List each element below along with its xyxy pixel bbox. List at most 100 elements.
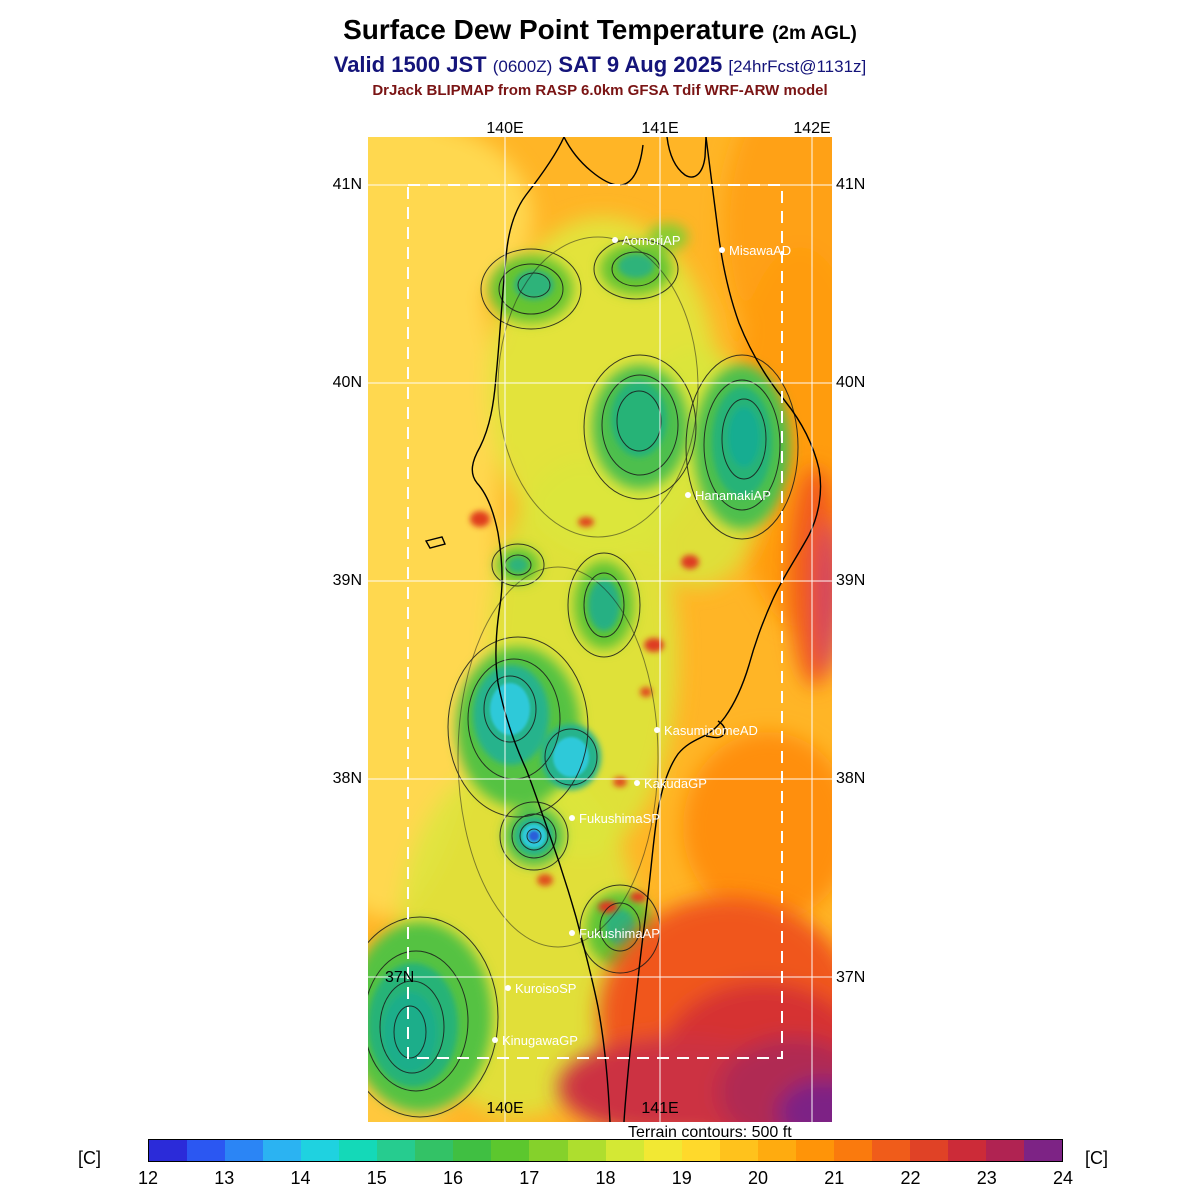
lat-label-left-37n: 37N [385, 969, 415, 986]
valid-date: SAT 9 Aug 2025 [558, 52, 723, 77]
station-label: MisawaAD [729, 243, 791, 258]
colorbar-tick: 24 [1052, 1168, 1074, 1188]
station-dot [719, 247, 725, 253]
colorbar-ticks: 12 13 14 15 16 17 18 19 20 21 22 23 24 [138, 1168, 1073, 1192]
dewpoint-map-svg: AomoriAP MisawaAD HanamakiAP KasuminomeA… [368, 137, 832, 1122]
header: Surface Dew Point Temperature (2m AGL) V… [0, 14, 1200, 99]
colorbar-segment [301, 1140, 340, 1161]
colorbar-tick: 22 [900, 1168, 921, 1188]
station-label: KuroisoSP [515, 981, 576, 996]
coastline [424, 137, 822, 1122]
station-label: KakudaGP [644, 776, 707, 791]
title-suffix: (2m AGL) [772, 23, 857, 44]
colorbar-tick: 12 [137, 1168, 159, 1188]
station-label: FukushimaAP [579, 926, 660, 941]
lon-label-bottom-140e: 140E [486, 1100, 524, 1117]
field-teal-cores [368, 254, 772, 1087]
station-fukushimaap: FukushimaAP [569, 926, 660, 941]
valid-zulu: (0600Z) [492, 57, 553, 76]
station-fukushimasp: FukushimaSP [569, 811, 660, 826]
colorbar-segment [1024, 1140, 1063, 1161]
colorbar-segment [339, 1140, 378, 1161]
station-kakudagp: KakudaGP [634, 776, 707, 791]
station-dot [634, 780, 640, 786]
lat-label-left-40n: 40N [332, 374, 362, 391]
lon-label-bottom-141e: 141E [641, 1100, 679, 1117]
valid-line: Valid 1500 JST (0600Z) SAT 9 Aug 2025 [2… [0, 52, 1200, 78]
colorbar-segment [871, 1140, 910, 1161]
valid-prefix: Valid 1500 JST [333, 52, 487, 77]
field-cyan-cores [490, 683, 589, 848]
lon-label-top-142e: 142E [793, 120, 831, 137]
colorbar-segment [986, 1140, 1025, 1161]
colorbar-tick: 19 [671, 1168, 692, 1188]
colorbar-segment [187, 1140, 226, 1161]
colorbar-segment [263, 1140, 302, 1161]
station-markers: AomoriAP MisawaAD HanamakiAP KasuminomeA… [492, 233, 791, 1048]
lon-label-top-141e: 141E [641, 120, 679, 137]
colorbar-segment [681, 1140, 720, 1161]
colorbar-tick: 21 [824, 1168, 845, 1188]
colorbar-segments [148, 1139, 1063, 1162]
colorbar-segment [491, 1140, 530, 1161]
station-dot [569, 930, 575, 936]
colorbar-segment [567, 1140, 606, 1161]
colorbar-segment [225, 1140, 264, 1161]
colorbar-segment [453, 1140, 492, 1161]
colorbar-tick: 13 [214, 1168, 235, 1188]
lat-label-right-38n: 38N [836, 770, 866, 787]
lon-label-top-140e: 140E [486, 120, 524, 137]
colorbar-segment [795, 1140, 834, 1161]
model-line: DrJack BLIPMAP from RASP 6.0km GFSA Tdif… [372, 82, 828, 99]
colorbar-segment [757, 1140, 796, 1161]
valid-fcst: [24hrFcst@1131z] [728, 57, 867, 76]
colorbar-tick: 18 [595, 1168, 616, 1188]
station-label: HanamakiAP [695, 488, 771, 503]
title-text: Surface Dew Point Temperature [343, 14, 765, 45]
station-dot [612, 237, 618, 243]
page-title: Surface Dew Point Temperature (2m AGL) [0, 14, 1200, 46]
station-kuroisosp: KuroisoSP [505, 981, 576, 996]
colorbar-segment [377, 1140, 416, 1161]
lat-label-right-37n: 37N [836, 969, 866, 986]
lat-label-right-41n: 41N [836, 176, 866, 193]
colorbar-segment [909, 1140, 948, 1161]
colorbar-tick: 16 [442, 1168, 463, 1188]
colorbar-tick: 14 [290, 1168, 311, 1188]
colorbar-segment [833, 1140, 872, 1161]
colorbar-segment [947, 1140, 987, 1161]
station-label: KasuminomeAD [664, 723, 758, 738]
lat-label-left-38n: 38N [332, 770, 362, 787]
station-aomoriap: AomoriAP [612, 233, 681, 248]
colorbar-segment [643, 1140, 682, 1161]
colorbar-tick: 20 [747, 1168, 768, 1188]
station-kasuminomead: KasuminomeAD [654, 723, 758, 738]
station-dot [569, 815, 575, 821]
domain-boundary-box [407, 184, 783, 1059]
colorbar-tick: 23 [976, 1168, 997, 1188]
station-kinugawagp: KinugawaGP [492, 1033, 578, 1048]
colorbar-segment [605, 1140, 644, 1161]
lat-label-right-39n: 39N [836, 572, 866, 589]
station-dot [685, 492, 691, 498]
station-hanamakiap: HanamakiAP [685, 488, 771, 503]
station-misawaad: MisawaAD [719, 243, 791, 258]
map-canvas: AomoriAP MisawaAD HanamakiAP KasuminomeA… [368, 137, 832, 1122]
station-label: FukushimaSP [579, 811, 660, 826]
station-dot [654, 727, 660, 733]
contour-lines [368, 236, 799, 1118]
colorbar-segment [719, 1140, 758, 1161]
colorbar-unit-left: [C] [78, 1148, 102, 1168]
colorbar-unit-right: [C] [1085, 1148, 1109, 1168]
lat-label-left-39n: 39N [332, 572, 362, 589]
station-label: KinugawaGP [502, 1033, 578, 1048]
colorbar-tick: 17 [519, 1168, 540, 1188]
station-label: AomoriAP [622, 233, 681, 248]
terrain-contours-note: Terrain contours: 500 ft [628, 1124, 792, 1141]
colorbar-segment [529, 1140, 568, 1161]
colorbar-segment [415, 1140, 454, 1161]
lat-label-left-41n: 41N [332, 176, 362, 193]
colorbar-tick: 15 [366, 1168, 387, 1188]
lat-label-right-40n: 40N [836, 374, 866, 391]
